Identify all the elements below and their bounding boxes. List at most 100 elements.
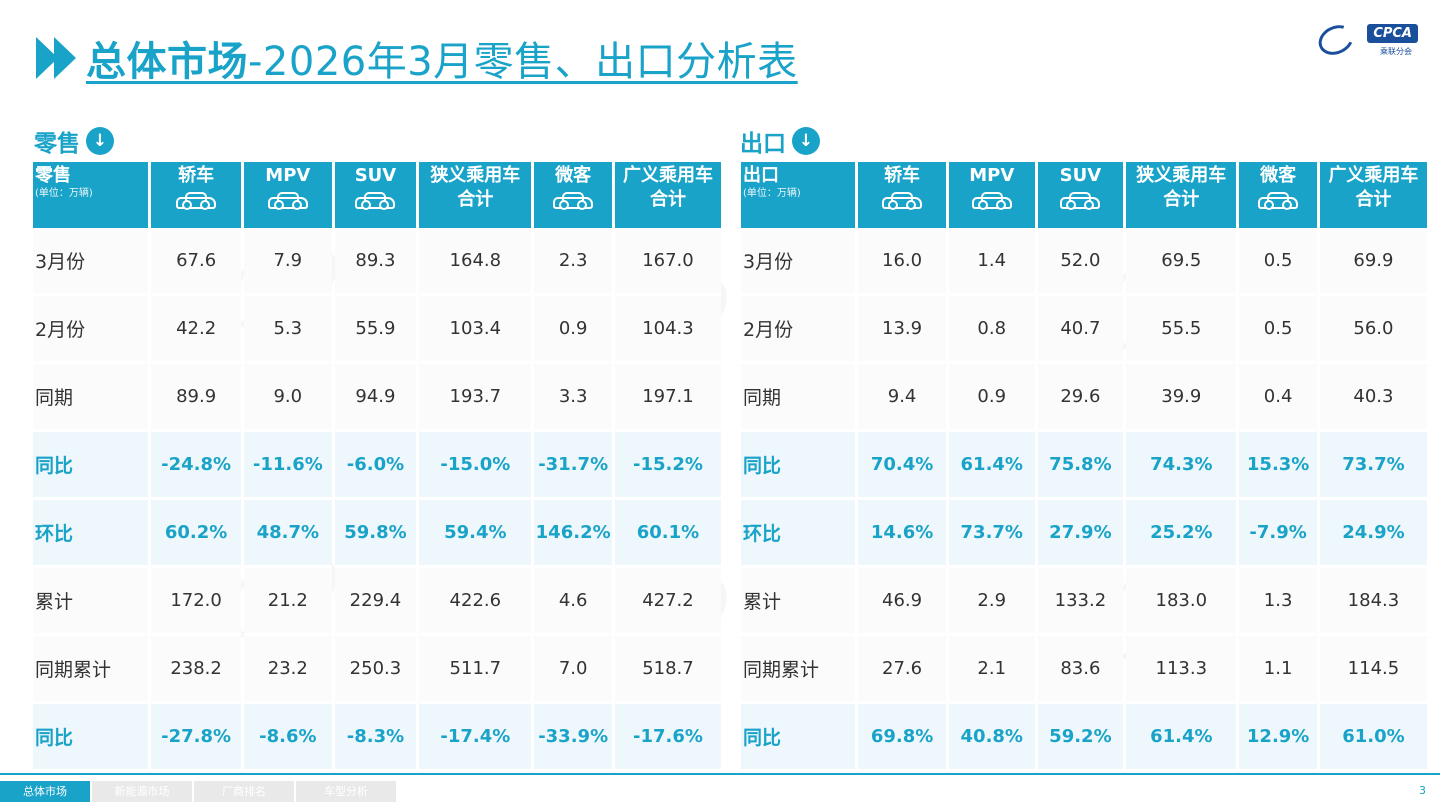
table-cell: 61.4%: [948, 432, 1035, 500]
table-cell: 21.2: [243, 568, 332, 636]
table-cell: 61.0%: [1319, 704, 1427, 772]
table-cell: -8.6%: [243, 704, 332, 772]
table-cell: 2.3: [534, 228, 612, 296]
row-label: 同比: [741, 704, 856, 772]
table-cell: 3.3: [534, 364, 612, 432]
table-cell: 1.3: [1239, 568, 1317, 636]
table-cell: 0.9: [534, 296, 612, 364]
column-header-label: 微客: [555, 165, 592, 186]
table-row: 同期 9.4 0.9 29.6 39.9 0.4 40.3: [741, 364, 1427, 432]
table-cell: 89.3: [334, 228, 417, 296]
row-label: 环比: [33, 500, 149, 568]
table-cell: 518.7: [614, 636, 721, 704]
table-cell: 73.7%: [948, 500, 1035, 568]
header-corner-label: 出口: [743, 165, 779, 186]
table-cell: 2.9: [948, 568, 1035, 636]
table-cell: -11.6%: [243, 432, 332, 500]
header-corner-label: 零售: [35, 165, 71, 186]
table-cell: -33.9%: [534, 704, 612, 772]
table-row: 累计 46.9 2.9 133.2 183.0 1.3 184.3: [741, 568, 1427, 636]
footer-tab-ranking[interactable]: 厂商排名: [194, 781, 294, 802]
table-cell: -15.0%: [419, 432, 532, 500]
table-cell: -17.6%: [614, 704, 721, 772]
table-cell: -8.3%: [334, 704, 417, 772]
table-cell: 39.9: [1126, 364, 1237, 432]
table-cell: 83.6: [1037, 636, 1124, 704]
row-label: 2月份: [33, 296, 149, 364]
footer-tab-models[interactable]: 车型分析: [296, 781, 396, 802]
table-cell: 12.9%: [1239, 704, 1317, 772]
table-header-row: 零售 (单位：万辆) 轿车 MPV SUV 狭义乘用车合计 微客 广义乘用车合计: [33, 162, 721, 228]
table-cell: 69.8%: [858, 704, 946, 772]
table-cell: 7.0: [534, 636, 612, 704]
logo-swirl-icon: [1313, 19, 1359, 61]
table-cell: 229.4: [334, 568, 417, 636]
row-label: 2月份: [741, 296, 856, 364]
table-cell: -24.8%: [151, 432, 241, 500]
footer-tab-overall[interactable]: 总体市场: [0, 781, 90, 802]
table-cell: 59.8%: [334, 500, 417, 568]
table-cell: 9.4: [858, 364, 946, 432]
column-header: 轿车: [858, 162, 946, 228]
table-cell: 0.5: [1239, 228, 1317, 296]
table-row: 同比 69.8% 40.8% 59.2% 61.4% 12.9% 61.0%: [741, 704, 1427, 772]
table-cell: 133.2: [1037, 568, 1124, 636]
table-cell: 40.7: [1037, 296, 1124, 364]
car-icon: [1060, 192, 1101, 210]
column-header: 狭义乘用车合计: [419, 162, 532, 228]
unit-label: (单位：万辆): [743, 188, 801, 199]
table-cell: 0.8: [948, 296, 1035, 364]
row-label: 累计: [33, 568, 149, 636]
table-cell: -17.4%: [419, 704, 532, 772]
table-cell: 1.1: [1239, 636, 1317, 704]
table-cell: 15.3%: [1239, 432, 1317, 500]
table-cell: 23.2: [243, 636, 332, 704]
header-corner: 出口 (单位：万辆): [741, 162, 856, 228]
row-label: 3月份: [741, 228, 856, 296]
arrow-down-circle-icon: ↓: [86, 127, 114, 155]
table-row: 同期累计 238.2 23.2 250.3 511.7 7.0 518.7: [33, 636, 721, 704]
table-cell: 184.3: [1319, 568, 1427, 636]
car-icon: [355, 192, 396, 210]
table-row: 3月份 67.6 7.9 89.3 164.8 2.3 167.0: [33, 228, 721, 296]
table-cell: 146.2%: [534, 500, 612, 568]
column-header-label: 狭义乘用车合计: [1136, 165, 1227, 210]
table-row: 环比 14.6% 73.7% 27.9% 25.2% -7.9% 24.9%: [741, 500, 1427, 568]
table-cell: 427.2: [614, 568, 721, 636]
column-header-label: 轿车: [884, 165, 921, 186]
cpca-logo: CPCA 乘联分会: [1313, 19, 1418, 61]
car-icon: [1258, 192, 1299, 210]
table-cell: 94.9: [334, 364, 417, 432]
export-section-label: 出口 ↓: [740, 124, 820, 158]
table-header-row: 出口 (单位：万辆) 轿车 MPV SUV 狭义乘用车合计 微客 广义乘用车合计: [741, 162, 1427, 228]
table-cell: 48.7%: [243, 500, 332, 568]
table-cell: 40.3: [1319, 364, 1427, 432]
table-cell: 29.6: [1037, 364, 1124, 432]
table-cell: 0.4: [1239, 364, 1317, 432]
table-cell: 75.8%: [1037, 432, 1124, 500]
table-cell: 511.7: [419, 636, 532, 704]
table-row: 同期累计 27.6 2.1 83.6 113.3 1.1 114.5: [741, 636, 1427, 704]
column-header: 狭义乘用车合计: [1126, 162, 1237, 228]
table-cell: 164.8: [419, 228, 532, 296]
table-cell: 114.5: [1319, 636, 1427, 704]
table-cell: 25.2%: [1126, 500, 1237, 568]
table-cell: 27.9%: [1037, 500, 1124, 568]
column-header: MPV: [243, 162, 332, 228]
table-cell: 74.3%: [1126, 432, 1237, 500]
footer-tab-nev[interactable]: 新能源市场: [92, 781, 192, 802]
table-cell: 422.6: [419, 568, 532, 636]
column-header-label: 狭义乘用车合计: [430, 165, 521, 210]
row-label: 环比: [741, 500, 856, 568]
row-label: 3月份: [33, 228, 149, 296]
column-header-label: 轿车: [178, 165, 215, 186]
logo-subtitle: 乘联分会: [1380, 47, 1412, 56]
table-cell: 113.3: [1126, 636, 1237, 704]
table-cell: 7.9: [243, 228, 332, 296]
double-chevron-icon: [36, 37, 76, 79]
column-header: 微客: [1239, 162, 1317, 228]
page-title-bar: 总体市场-2026年3月零售、出口分析表: [36, 30, 798, 86]
car-icon: [176, 192, 217, 210]
car-icon: [882, 192, 923, 210]
table-cell: -15.2%: [614, 432, 721, 500]
